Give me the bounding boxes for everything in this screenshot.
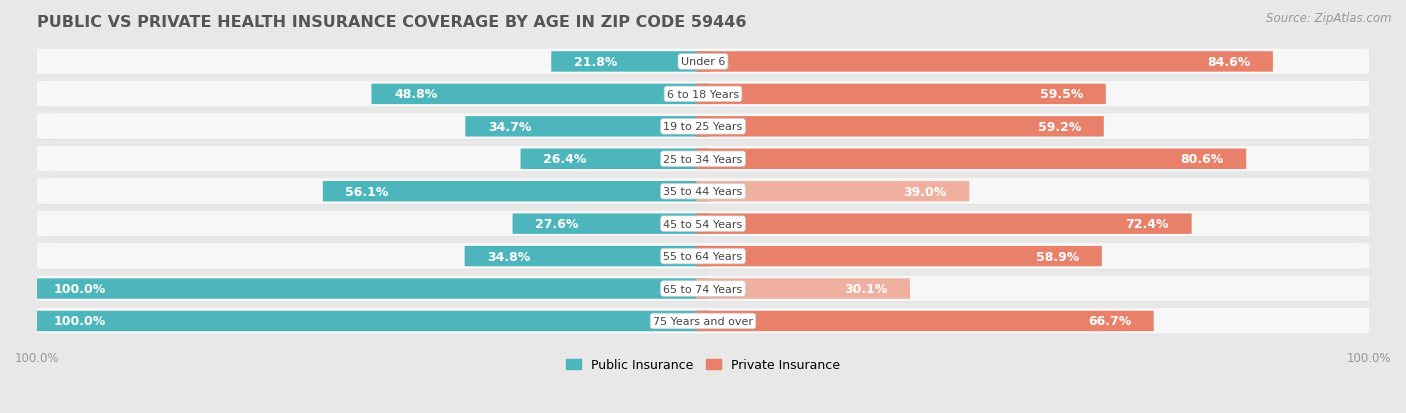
Text: 59.5%: 59.5%: [1040, 88, 1083, 101]
Text: 58.9%: 58.9%: [1036, 250, 1080, 263]
FancyBboxPatch shape: [465, 117, 710, 137]
FancyBboxPatch shape: [31, 243, 1375, 269]
Text: 6 to 18 Years: 6 to 18 Years: [666, 90, 740, 100]
FancyBboxPatch shape: [31, 114, 1375, 140]
Text: 55 to 64 Years: 55 to 64 Years: [664, 252, 742, 261]
FancyBboxPatch shape: [31, 243, 1375, 270]
FancyBboxPatch shape: [696, 311, 1154, 331]
Text: 59.2%: 59.2%: [1038, 121, 1081, 133]
Text: 26.4%: 26.4%: [543, 153, 586, 166]
FancyBboxPatch shape: [464, 246, 710, 267]
FancyBboxPatch shape: [696, 117, 1104, 137]
FancyBboxPatch shape: [31, 276, 1375, 301]
FancyBboxPatch shape: [31, 49, 1375, 76]
FancyBboxPatch shape: [520, 149, 710, 170]
FancyBboxPatch shape: [31, 114, 1375, 140]
Text: 84.6%: 84.6%: [1206, 56, 1250, 69]
FancyBboxPatch shape: [696, 85, 1105, 105]
Text: 48.8%: 48.8%: [394, 88, 437, 101]
FancyBboxPatch shape: [696, 182, 969, 202]
FancyBboxPatch shape: [371, 85, 710, 105]
Text: 34.7%: 34.7%: [488, 121, 531, 133]
Text: 75 Years and over: 75 Years and over: [652, 316, 754, 326]
FancyBboxPatch shape: [31, 49, 1375, 75]
FancyBboxPatch shape: [31, 179, 1375, 205]
Text: 34.8%: 34.8%: [488, 250, 530, 263]
Text: 19 to 25 Years: 19 to 25 Years: [664, 122, 742, 132]
FancyBboxPatch shape: [323, 182, 710, 202]
Text: 39.0%: 39.0%: [904, 185, 946, 198]
Text: 65 to 74 Years: 65 to 74 Years: [664, 284, 742, 294]
Text: 66.7%: 66.7%: [1088, 315, 1130, 328]
FancyBboxPatch shape: [513, 214, 710, 234]
Text: 100.0%: 100.0%: [53, 282, 105, 295]
Text: 100.0%: 100.0%: [53, 315, 105, 328]
FancyBboxPatch shape: [31, 81, 1375, 107]
Text: 72.4%: 72.4%: [1126, 218, 1168, 230]
FancyBboxPatch shape: [31, 279, 710, 299]
Text: 21.8%: 21.8%: [574, 56, 617, 69]
Text: 80.6%: 80.6%: [1181, 153, 1223, 166]
Text: PUBLIC VS PRIVATE HEALTH INSURANCE COVERAGE BY AGE IN ZIP CODE 59446: PUBLIC VS PRIVATE HEALTH INSURANCE COVER…: [37, 15, 747, 30]
Text: Under 6: Under 6: [681, 57, 725, 67]
FancyBboxPatch shape: [696, 214, 1192, 234]
FancyBboxPatch shape: [696, 149, 1246, 170]
Text: 45 to 54 Years: 45 to 54 Years: [664, 219, 742, 229]
FancyBboxPatch shape: [31, 308, 1375, 334]
FancyBboxPatch shape: [31, 276, 1375, 302]
FancyBboxPatch shape: [31, 211, 1375, 237]
FancyBboxPatch shape: [31, 146, 1375, 172]
FancyBboxPatch shape: [31, 81, 1375, 108]
FancyBboxPatch shape: [696, 246, 1102, 267]
Text: 27.6%: 27.6%: [536, 218, 579, 230]
Text: 30.1%: 30.1%: [844, 282, 887, 295]
FancyBboxPatch shape: [551, 52, 710, 73]
FancyBboxPatch shape: [31, 308, 1375, 334]
Text: 35 to 44 Years: 35 to 44 Years: [664, 187, 742, 197]
FancyBboxPatch shape: [31, 179, 1375, 204]
Text: 25 to 34 Years: 25 to 34 Years: [664, 154, 742, 164]
FancyBboxPatch shape: [31, 146, 1375, 173]
FancyBboxPatch shape: [696, 279, 910, 299]
Legend: Public Insurance, Private Insurance: Public Insurance, Private Insurance: [561, 353, 845, 376]
FancyBboxPatch shape: [31, 211, 1375, 237]
FancyBboxPatch shape: [696, 52, 1272, 73]
Text: 56.1%: 56.1%: [346, 185, 389, 198]
FancyBboxPatch shape: [31, 311, 710, 331]
Text: Source: ZipAtlas.com: Source: ZipAtlas.com: [1267, 12, 1392, 25]
